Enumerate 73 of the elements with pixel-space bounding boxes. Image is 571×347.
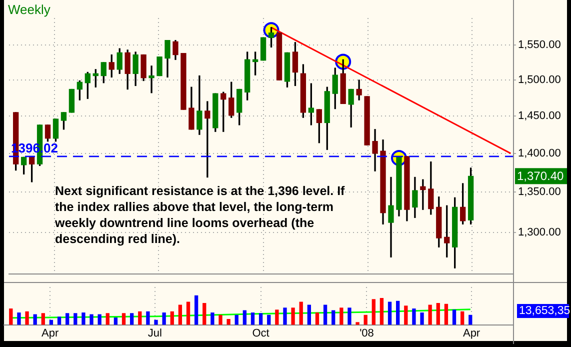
bar bbox=[66, 313, 70, 325]
bar bbox=[202, 302, 206, 325]
bar bbox=[291, 308, 295, 325]
bar bbox=[332, 310, 336, 325]
bar bbox=[307, 304, 311, 325]
annotation: Next significant resistance is at the 1,396 level. If the index rallies above that level, the long-term weekly downtrend line looms overhead (the descending red line). bbox=[55, 183, 346, 247]
bar bbox=[74, 313, 78, 325]
bar bbox=[372, 299, 376, 325]
bar bbox=[356, 322, 360, 325]
bar bbox=[396, 300, 400, 325]
bar bbox=[267, 314, 271, 325]
bar bbox=[388, 302, 392, 325]
bar bbox=[178, 304, 182, 325]
x-tick-label: Apr bbox=[42, 327, 59, 340]
bar bbox=[154, 320, 158, 325]
bar bbox=[242, 310, 247, 325]
bar bbox=[130, 313, 134, 325]
bar bbox=[452, 310, 456, 325]
bar bbox=[226, 318, 230, 325]
x-tick-label: Oct bbox=[252, 327, 270, 340]
bar bbox=[412, 308, 416, 325]
bar bbox=[444, 304, 448, 325]
bar bbox=[98, 314, 102, 325]
bar bbox=[9, 308, 13, 325]
bar bbox=[162, 312, 166, 325]
bar bbox=[82, 312, 86, 325]
bar bbox=[114, 317, 118, 325]
bar bbox=[364, 314, 368, 325]
bar bbox=[170, 311, 174, 325]
bar bbox=[218, 314, 222, 325]
candlestick bbox=[148, 66, 154, 94]
y-tick-label: 1,500.00 bbox=[518, 74, 561, 86]
chart-title: Weekly bbox=[8, 2, 50, 17]
bar bbox=[420, 312, 424, 325]
bar bbox=[258, 313, 263, 325]
y-tick-label: 1,400.00 bbox=[518, 147, 561, 160]
bar bbox=[210, 312, 214, 325]
bar bbox=[404, 306, 408, 325]
bar bbox=[17, 312, 21, 325]
bar bbox=[299, 302, 303, 325]
bar bbox=[186, 302, 190, 325]
y-tick-label: 1,350.00 bbox=[518, 186, 561, 198]
bar bbox=[33, 314, 37, 325]
y-tick-label: 1,450.00 bbox=[518, 110, 561, 122]
bar bbox=[138, 311, 142, 325]
bar bbox=[275, 310, 279, 325]
bar bbox=[250, 312, 255, 325]
bar bbox=[460, 311, 464, 325]
bar bbox=[380, 298, 384, 325]
bar bbox=[122, 313, 126, 325]
bar bbox=[194, 295, 198, 325]
bar bbox=[340, 308, 344, 325]
bar bbox=[41, 313, 45, 325]
candlestick bbox=[388, 176, 394, 258]
bar bbox=[25, 311, 29, 325]
x-tick-label: Apr bbox=[462, 327, 480, 340]
bar bbox=[106, 313, 110, 325]
bar bbox=[323, 304, 328, 325]
x-tick-label: '08 bbox=[360, 327, 374, 340]
bar bbox=[428, 304, 432, 325]
bar bbox=[57, 316, 62, 325]
bar bbox=[146, 311, 150, 325]
bar bbox=[436, 302, 440, 325]
bar bbox=[468, 314, 472, 325]
bar bbox=[315, 312, 320, 325]
bar bbox=[90, 314, 94, 325]
bar bbox=[348, 308, 352, 325]
y-tick-label: 1,300.00 bbox=[518, 226, 561, 238]
bar bbox=[234, 314, 238, 325]
text: 1,370.40 bbox=[517, 168, 564, 183]
y-tick-label: 1,550.00 bbox=[518, 39, 561, 52]
x-tick-label: Jul bbox=[148, 327, 162, 340]
bar bbox=[283, 308, 287, 325]
